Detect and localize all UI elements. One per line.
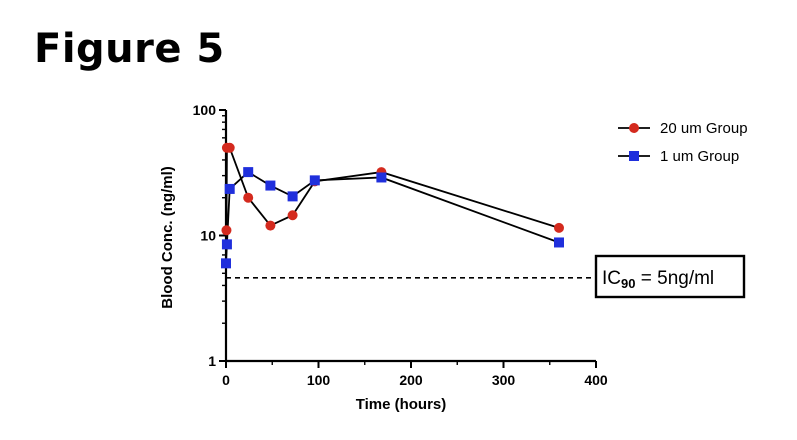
- x-axis-title: Time (hours): [356, 396, 447, 413]
- data-point-1um: [221, 239, 232, 250]
- ic90-label-suffix: = 5ng/ml: [635, 268, 714, 289]
- ic90-label-subscript: 90: [621, 276, 635, 291]
- data-point-20um: [224, 142, 235, 153]
- data-point-1um: [554, 237, 564, 248]
- data-point-1um: [265, 180, 276, 191]
- x-tick-label: 200: [399, 372, 423, 388]
- data-point-1um: [287, 191, 298, 202]
- ic90-label-box: [594, 254, 746, 299]
- legend-marker-square: [629, 151, 639, 161]
- legend-label: 1 um Group: [660, 148, 739, 165]
- legend: 20 um Group 1 um Group: [618, 120, 748, 165]
- x-tick-label: 400: [584, 372, 608, 388]
- y-tick-label: 100: [193, 102, 217, 118]
- data-point-1um: [309, 175, 320, 186]
- ic90-label-prefix: IC: [602, 268, 621, 289]
- data-point-1um: [221, 258, 231, 269]
- data-point-1um: [243, 167, 254, 178]
- data-point-20um: [554, 222, 564, 233]
- x-tick-label: 0: [222, 372, 230, 388]
- y-tick-label: 1: [208, 353, 216, 369]
- data-point-20um: [287, 210, 298, 221]
- series-markers: [221, 142, 564, 269]
- data-point-1um: [376, 172, 387, 183]
- x-tick-label: 300: [492, 372, 516, 388]
- legend-marker-circle: [629, 123, 639, 133]
- data-point-20um: [243, 192, 254, 203]
- series-lines: [225, 146, 560, 264]
- series-line-1: [225, 170, 560, 264]
- figure-title: Figure 5: [34, 26, 225, 72]
- reference-line-group: IC90 = 5ng/ml: [226, 254, 746, 299]
- y-tick-label: 10: [200, 228, 216, 244]
- data-point-1um: [224, 183, 235, 194]
- legend-label: 20 um Group: [660, 120, 748, 137]
- axes: 1 10 100 0 100 200 300 400 Time (hours) Blood Con…: [159, 102, 608, 413]
- y-axis-title: Blood Conc. (ng/ml): [159, 166, 176, 308]
- data-point-20um: [221, 225, 232, 236]
- ic90-label: IC90 = 5ng/ml: [602, 268, 714, 291]
- x-tick-label: 100: [307, 372, 331, 388]
- data-point-20um: [265, 220, 276, 231]
